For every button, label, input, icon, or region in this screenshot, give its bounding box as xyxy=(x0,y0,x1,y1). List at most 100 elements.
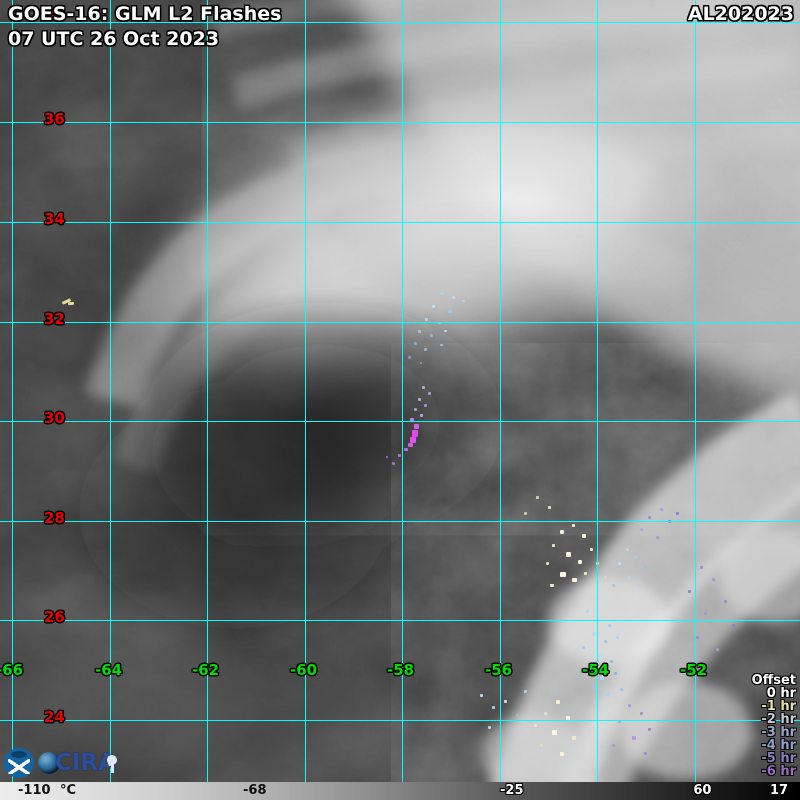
glm-flash-mark xyxy=(546,562,549,565)
glm-flash-mark xyxy=(610,660,613,663)
glm-flash-mark xyxy=(408,443,413,447)
glm-flash-mark xyxy=(418,398,421,401)
glm-flash-mark xyxy=(640,528,643,531)
glm-flash-mark xyxy=(67,301,75,306)
glm-flash-mark xyxy=(584,572,587,575)
glm-flash-mark xyxy=(504,700,507,703)
glm-flash-mark xyxy=(432,305,435,308)
latitude-label: 34 xyxy=(44,210,65,228)
glm-flash-mark xyxy=(572,578,577,582)
glm-flash-mark xyxy=(676,512,679,515)
noaa-logo xyxy=(4,748,34,778)
glm-flash-mark xyxy=(598,654,602,658)
glm-flash-mark xyxy=(618,562,621,565)
glm-flash-mark xyxy=(648,516,651,519)
glm-flash-mark xyxy=(616,636,619,639)
latitude-label: 28 xyxy=(44,509,65,527)
glm-flash-mark xyxy=(586,610,589,613)
glm-flash-mark xyxy=(414,408,417,411)
colorbar-unit-label: °C xyxy=(60,783,77,798)
glm-flash-mark xyxy=(588,668,591,671)
glm-flash-mark xyxy=(640,712,643,715)
glm-flash-mark xyxy=(438,322,441,324)
glm-flash-mark xyxy=(592,632,596,636)
satellite-dish-icon xyxy=(106,752,120,774)
glm-flash-mark xyxy=(604,576,607,579)
glm-flash-mark xyxy=(550,584,554,587)
glm-flash-mark xyxy=(418,330,421,333)
glm-flash-mark xyxy=(604,640,607,643)
longitude-label: -64 xyxy=(95,661,123,679)
glm-flash-mark xyxy=(440,292,444,295)
glm-flash-mark xyxy=(488,726,491,729)
cira-logo: CIRA xyxy=(38,748,120,778)
glm-flash-mark xyxy=(560,530,564,534)
glm-flash-mark xyxy=(480,694,483,697)
glm-flash-mark xyxy=(414,342,417,345)
glm-flash-mark xyxy=(612,584,615,587)
longitude-label: -52 xyxy=(680,661,708,679)
glm-flash-mark xyxy=(700,566,703,569)
longitude-label: -62 xyxy=(192,661,220,679)
glm-flash-mark xyxy=(572,736,576,740)
glm-flash-mark xyxy=(716,648,719,651)
glm-flash-mark xyxy=(548,506,551,509)
glm-flash-mark xyxy=(626,548,629,551)
glm-flash-mark xyxy=(386,456,388,458)
latitude-label: 38 xyxy=(44,6,65,24)
glm-flash-mark xyxy=(524,512,527,515)
colorbar-tick-label: 60 xyxy=(693,783,712,798)
glm-flash-mark xyxy=(582,534,586,538)
glm-flash-mark xyxy=(572,524,575,527)
glm-flash-mark xyxy=(420,362,422,364)
glm-flash-mark xyxy=(444,330,447,332)
glm-flash-mark xyxy=(430,334,433,337)
glm-flash-mark xyxy=(404,448,408,451)
glm-flash-mark xyxy=(462,300,465,302)
glm-flash-mark xyxy=(618,720,621,723)
glm-flash-mark xyxy=(704,612,707,615)
latitude-label: 24 xyxy=(44,708,65,726)
glm-flash-mark xyxy=(410,437,416,443)
glm-flash-mark xyxy=(628,704,631,707)
colorbar-tick-label: 17 xyxy=(770,783,789,798)
latitude-label: 36 xyxy=(44,110,65,128)
storm-id-label: AL202023 xyxy=(687,3,794,25)
glm-flash-mark xyxy=(566,716,570,720)
cloud-base-layer xyxy=(0,0,800,782)
glm-flash-mark xyxy=(560,572,566,577)
glm-flash-mark xyxy=(408,356,411,359)
glm-flash-mark xyxy=(582,646,585,649)
glm-flash-mark xyxy=(596,562,599,565)
latitude-label: 32 xyxy=(44,310,65,328)
glm-flash-mark xyxy=(590,548,593,551)
longitude-label: -58 xyxy=(387,661,415,679)
cira-globe-icon xyxy=(38,752,60,774)
glm-flash-mark xyxy=(540,744,543,747)
glm-flash-mark xyxy=(536,496,539,499)
glm-flash-mark xyxy=(592,686,595,689)
glm-flash-mark xyxy=(552,544,555,547)
colorbar-tick-label: -68 xyxy=(243,783,267,798)
longitude-label: -54 xyxy=(582,661,610,679)
glm-flash-mark xyxy=(606,692,610,696)
longitude-label: -60 xyxy=(290,661,318,679)
glm-flash-mark xyxy=(628,576,631,579)
glm-flash-mark xyxy=(712,578,715,581)
glm-flash-mark xyxy=(420,414,423,417)
latitude-label: 30 xyxy=(44,409,65,427)
glm-flash-mark xyxy=(620,688,623,691)
latitude-label: 26 xyxy=(44,608,65,626)
glm-flash-mark xyxy=(492,706,495,709)
glm-flash-mark xyxy=(440,344,443,346)
glm-flash-mark xyxy=(598,616,602,620)
glm-flash-mark xyxy=(452,296,455,299)
logo-group: CIRA xyxy=(4,746,120,780)
glm-flash-mark xyxy=(552,730,557,735)
glm-flash-mark xyxy=(648,728,651,731)
glm-flash-mark xyxy=(644,752,647,755)
glm-flash-mark xyxy=(524,690,527,693)
glm-flash-mark xyxy=(414,424,419,429)
glm-flash-mark xyxy=(425,318,428,321)
